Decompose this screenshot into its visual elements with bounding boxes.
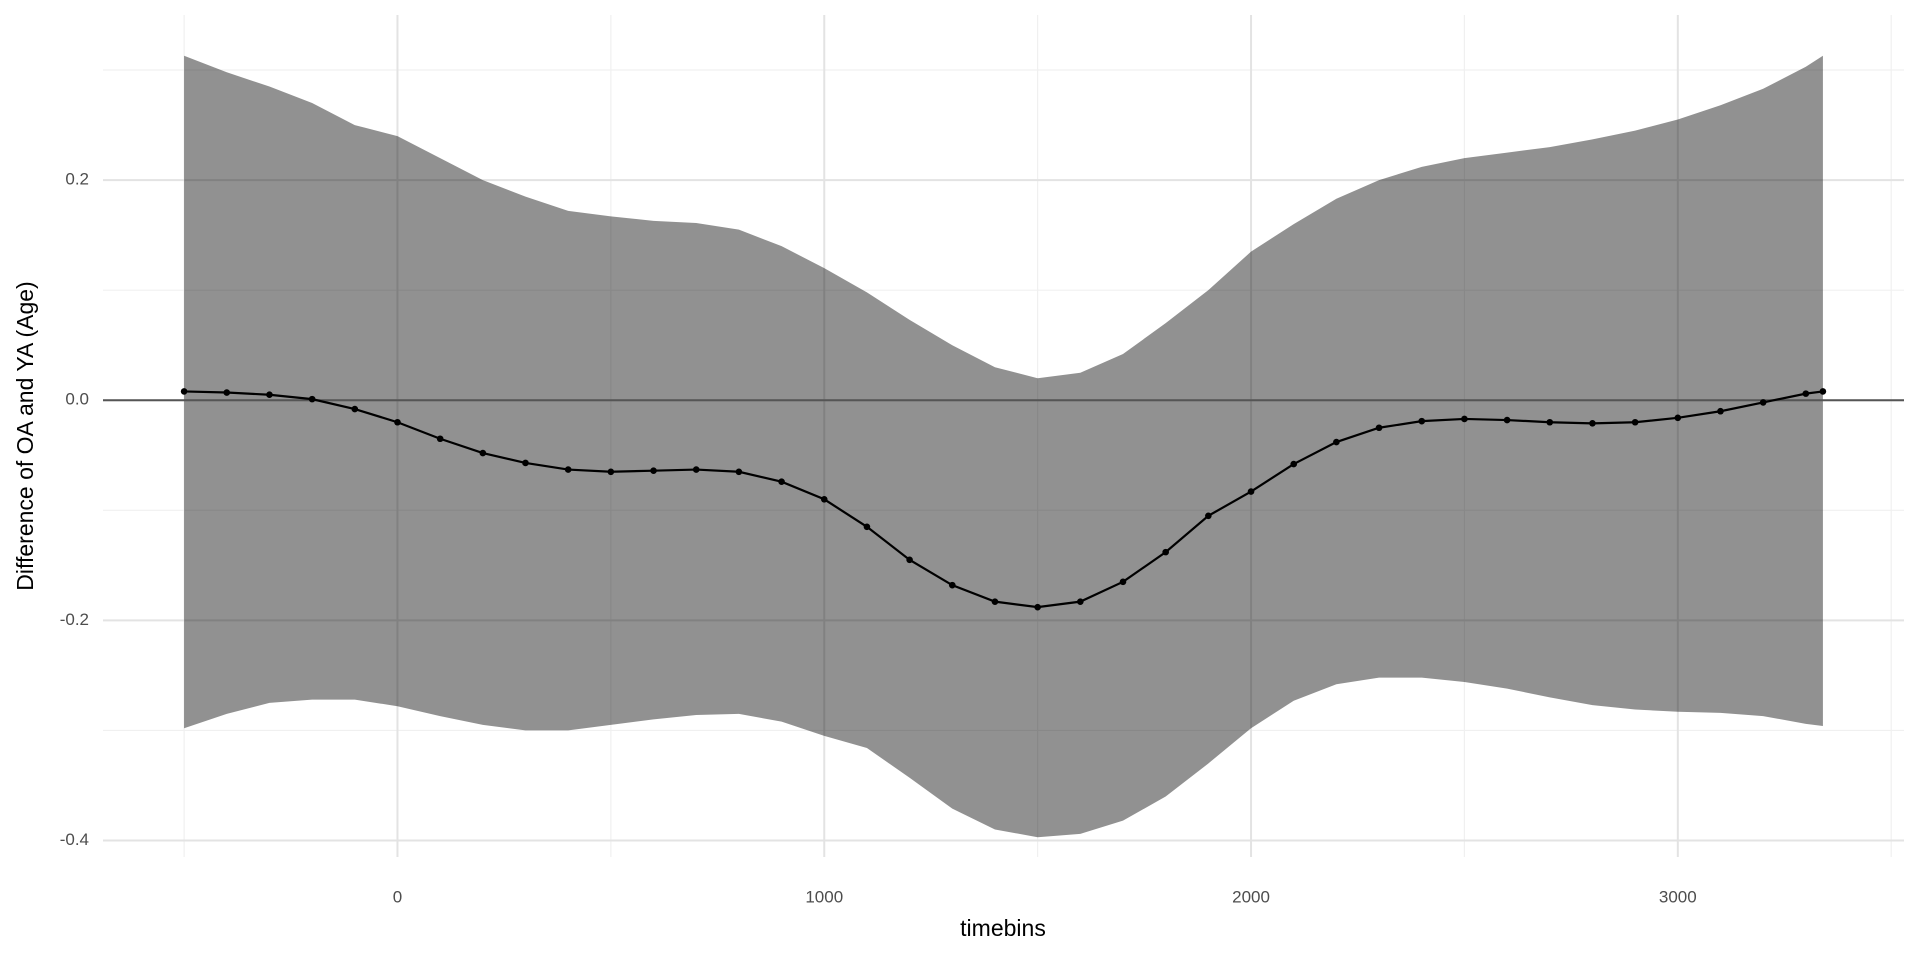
point bbox=[1375, 424, 1383, 432]
point bbox=[906, 556, 913, 564]
point bbox=[308, 395, 316, 403]
point bbox=[1247, 488, 1255, 495]
point bbox=[564, 466, 572, 473]
point bbox=[1759, 399, 1767, 406]
point bbox=[1119, 578, 1127, 586]
y-tick-label: -0.4 bbox=[60, 830, 89, 849]
point bbox=[436, 435, 444, 443]
point bbox=[1290, 460, 1298, 468]
point bbox=[1631, 418, 1639, 426]
point bbox=[1333, 438, 1340, 446]
point bbox=[778, 478, 785, 485]
y-tick-label: 0.0 bbox=[65, 390, 89, 409]
point bbox=[1717, 407, 1724, 415]
point bbox=[607, 468, 615, 476]
x-tick-label: 3000 bbox=[1659, 887, 1697, 906]
point bbox=[522, 459, 529, 467]
y-axis-title: Difference of OA and YA (Age) bbox=[12, 281, 38, 590]
point bbox=[1819, 388, 1827, 395]
point bbox=[1418, 417, 1426, 425]
x-tick-label: 0 bbox=[393, 887, 402, 906]
confidence-band bbox=[184, 55, 1823, 838]
x-tick-label: 2000 bbox=[1232, 887, 1270, 906]
y-tick-label: 0.2 bbox=[65, 170, 89, 189]
x-tick-label: 1000 bbox=[805, 887, 843, 906]
point bbox=[1162, 548, 1169, 556]
point bbox=[180, 388, 188, 395]
point bbox=[1503, 416, 1511, 424]
point bbox=[394, 418, 401, 426]
point bbox=[1674, 414, 1682, 422]
y-tick-label: -0.2 bbox=[60, 610, 89, 629]
point bbox=[1205, 512, 1212, 520]
point bbox=[991, 598, 999, 605]
point bbox=[479, 449, 487, 457]
point bbox=[948, 581, 956, 589]
point bbox=[650, 467, 657, 474]
point bbox=[1589, 420, 1596, 427]
point bbox=[863, 523, 871, 531]
x-axis-title: timebins bbox=[960, 915, 1046, 941]
point bbox=[1461, 415, 1468, 423]
point bbox=[351, 405, 359, 413]
line bbox=[184, 390, 1824, 609]
point bbox=[1546, 418, 1554, 426]
point bbox=[1077, 598, 1084, 605]
point bbox=[223, 389, 231, 396]
point bbox=[820, 495, 828, 503]
point bbox=[692, 466, 700, 473]
point bbox=[1034, 603, 1041, 611]
point bbox=[266, 391, 273, 399]
point bbox=[735, 468, 743, 476]
point bbox=[1802, 390, 1810, 397]
